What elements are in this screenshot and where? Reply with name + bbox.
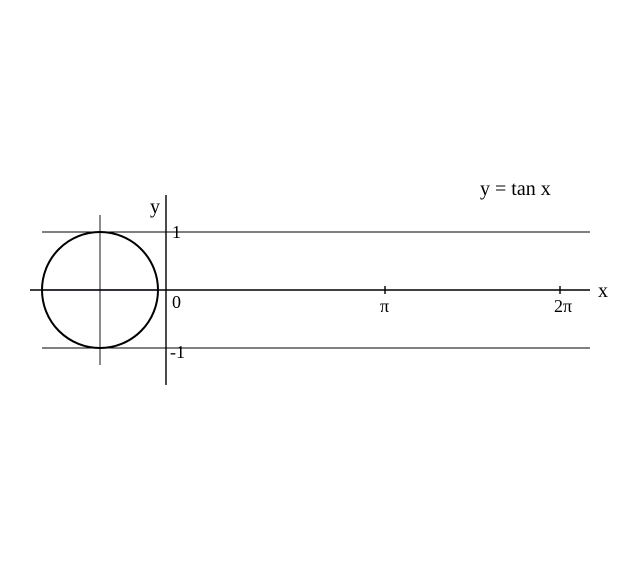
tick-label-2pi: 2π [554, 296, 572, 317]
diagram-svg [0, 0, 640, 580]
tick-label-zero: 0 [172, 292, 181, 313]
tick-label-pi: π [380, 296, 389, 317]
y-axis-label: y [150, 196, 160, 219]
x-axis-label: x [598, 280, 608, 303]
diagram-stage: y = tan x y x 1 0 -1 π 2π [0, 0, 640, 580]
tick-label-one: 1 [172, 222, 181, 243]
diagram-title: y = tan x [480, 178, 551, 201]
tick-label-neg1: -1 [170, 342, 185, 363]
